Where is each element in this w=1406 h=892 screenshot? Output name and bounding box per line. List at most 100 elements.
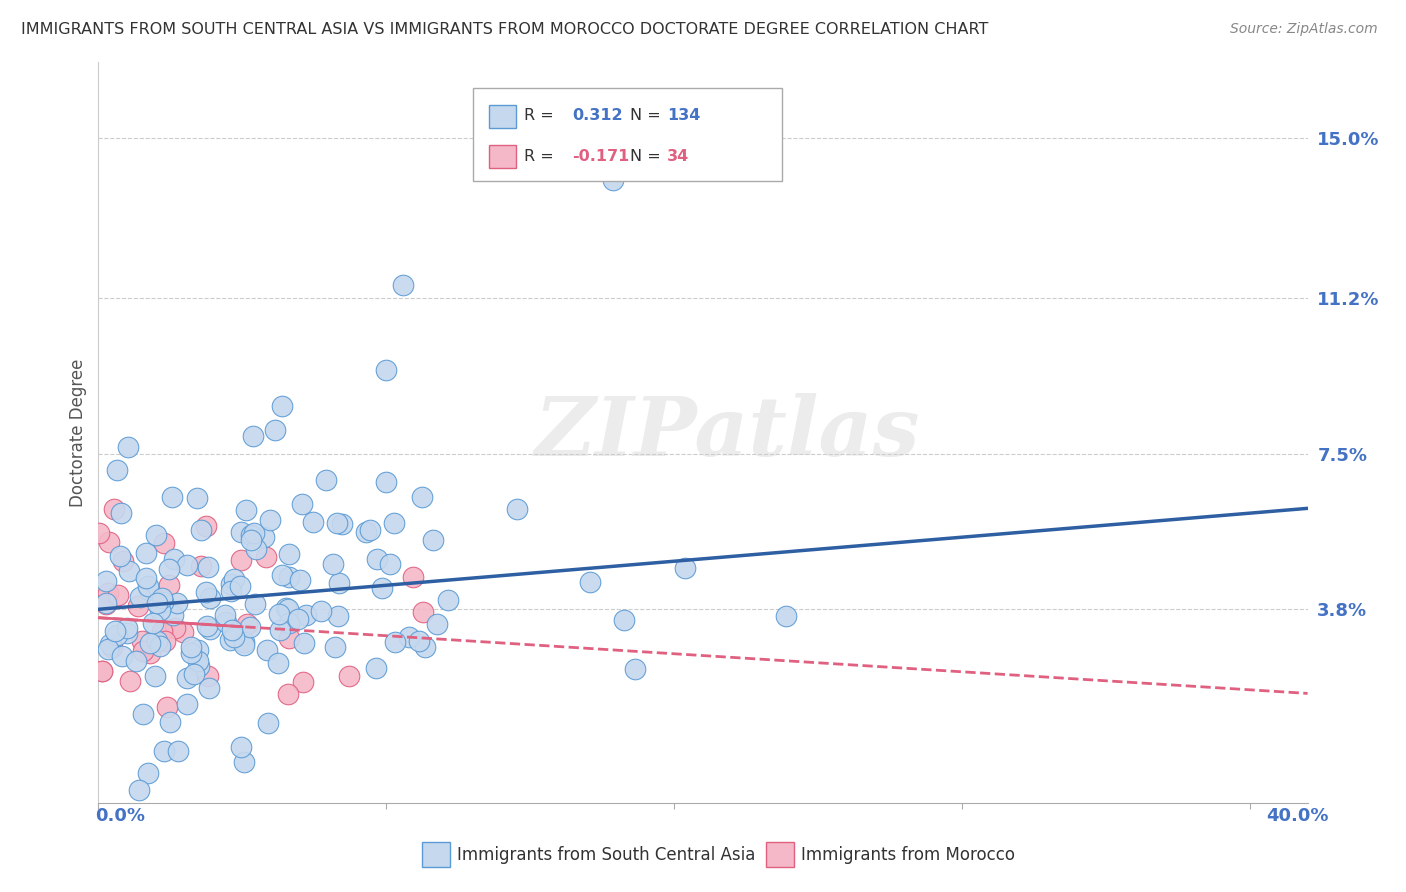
Point <box>91 664 114 678</box>
FancyBboxPatch shape <box>474 88 782 181</box>
Point <box>108 549 131 564</box>
Point <box>94 597 117 611</box>
Point <box>139 636 162 650</box>
Point <box>132 706 155 721</box>
Point <box>602 173 624 187</box>
Point <box>229 553 252 567</box>
Point <box>292 675 315 690</box>
Point <box>152 595 174 609</box>
Point <box>166 744 188 758</box>
Point <box>328 609 350 624</box>
Text: 134: 134 <box>666 108 700 123</box>
Point <box>129 590 152 604</box>
Point <box>240 533 263 548</box>
Point <box>101 640 124 654</box>
Point <box>254 550 277 565</box>
Point <box>264 423 287 437</box>
Point <box>97 535 120 549</box>
Point <box>579 575 602 590</box>
Text: 0.0%: 0.0% <box>96 807 146 825</box>
Point <box>411 490 433 504</box>
Point <box>150 591 173 605</box>
Point <box>229 579 252 593</box>
Point <box>224 572 246 586</box>
Point <box>242 429 264 443</box>
Point <box>426 616 449 631</box>
Point <box>149 602 172 616</box>
Point <box>326 516 349 531</box>
Point <box>146 634 169 648</box>
Point <box>295 607 318 622</box>
Point <box>277 569 299 583</box>
Point <box>163 551 186 566</box>
Point <box>311 604 333 618</box>
Point <box>214 608 236 623</box>
Point <box>145 527 167 541</box>
Bar <box>489 105 516 128</box>
Text: Immigrants from Morocco: Immigrants from Morocco <box>801 846 1015 863</box>
Point <box>259 513 281 527</box>
Point <box>156 700 179 714</box>
Point <box>139 646 162 660</box>
Point <box>315 473 337 487</box>
Point <box>135 546 157 560</box>
Point <box>115 625 138 640</box>
Point <box>172 625 194 640</box>
Point <box>97 642 120 657</box>
Point <box>422 533 444 548</box>
Point <box>197 669 219 683</box>
Point <box>190 559 212 574</box>
Point <box>291 497 314 511</box>
Point <box>253 531 276 545</box>
Point <box>231 739 253 754</box>
Point <box>232 755 254 769</box>
Point <box>277 547 299 561</box>
Point <box>270 567 292 582</box>
Point <box>328 575 350 590</box>
Point <box>195 619 218 633</box>
Point <box>277 687 299 701</box>
Point <box>337 669 360 683</box>
Point <box>229 524 252 539</box>
Point <box>323 640 346 655</box>
Point <box>105 463 128 477</box>
Point <box>118 673 141 688</box>
Point <box>103 501 125 516</box>
Point <box>330 517 353 532</box>
Point <box>378 558 401 572</box>
Point <box>112 554 135 568</box>
Point <box>183 667 205 681</box>
Point <box>87 526 110 541</box>
Point <box>221 624 243 638</box>
Point <box>356 525 378 540</box>
Point <box>190 523 212 537</box>
Point <box>176 671 198 685</box>
Point <box>97 586 120 600</box>
Point <box>145 669 167 683</box>
Point <box>382 516 405 531</box>
Point <box>187 643 209 657</box>
Text: R =: R = <box>524 108 554 123</box>
Point <box>153 536 176 550</box>
Point <box>157 578 180 592</box>
Point <box>243 525 266 540</box>
Point <box>239 620 262 634</box>
Point <box>153 634 176 648</box>
Point <box>131 633 153 648</box>
Bar <box>489 145 516 168</box>
Point <box>117 440 139 454</box>
Point <box>219 576 242 591</box>
Point <box>125 654 148 668</box>
Text: -0.171: -0.171 <box>572 149 630 164</box>
Point <box>160 490 183 504</box>
Point <box>200 622 222 636</box>
Point <box>176 558 198 572</box>
Point <box>267 607 290 622</box>
Point <box>98 637 121 651</box>
Point <box>269 623 291 637</box>
Point <box>195 585 218 599</box>
Point <box>398 630 420 644</box>
Point <box>506 502 529 516</box>
Point <box>162 608 184 623</box>
Text: Source: ZipAtlas.com: Source: ZipAtlas.com <box>1230 22 1378 37</box>
